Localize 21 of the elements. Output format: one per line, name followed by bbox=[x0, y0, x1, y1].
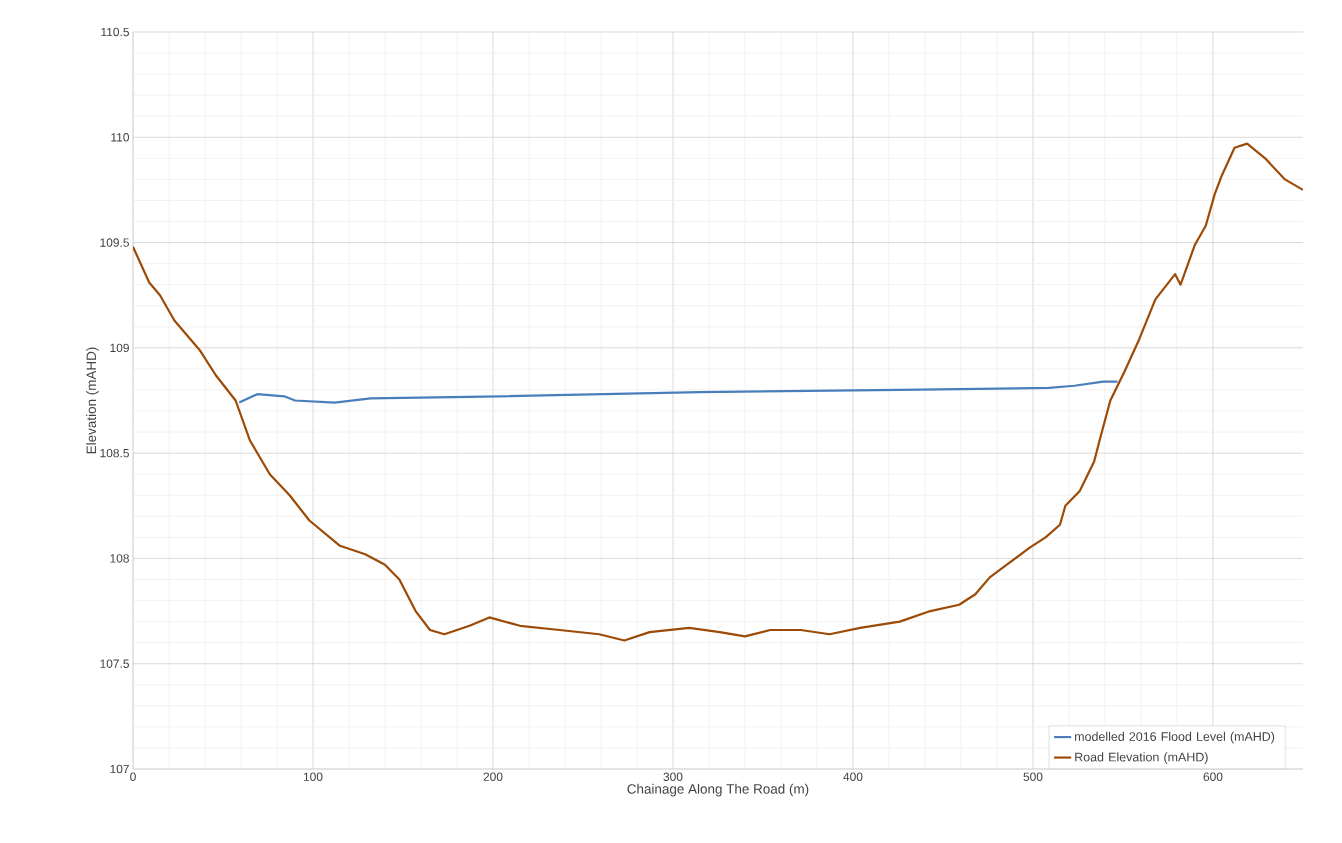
x-tick-label: 200 bbox=[483, 772, 503, 781]
x-tick-label: 600 bbox=[1203, 772, 1223, 781]
x-axis-title: Chainage Along The Road (m) bbox=[627, 783, 809, 797]
x-tick-label: 400 bbox=[843, 772, 863, 781]
y-tick-label: 109 bbox=[110, 343, 129, 353]
x-tick-label: 500 bbox=[1023, 772, 1043, 781]
line-series bbox=[238, 380, 1119, 404]
x-tick-label: 300 bbox=[663, 772, 683, 781]
y-tick-label: 110 bbox=[111, 133, 130, 142]
y-tick-label: 108.5 bbox=[100, 448, 129, 458]
y-tick-label: 108 bbox=[110, 554, 129, 563]
legend-label: modelled 2016 Flood Level (mAHD) bbox=[1075, 731, 1275, 744]
x-tick-label: 100 bbox=[303, 772, 323, 781]
y-axis-title: Elevation (mAHD) bbox=[86, 347, 99, 454]
y-tick-label: 107 bbox=[110, 764, 129, 774]
x-tick-label: 0 bbox=[130, 772, 136, 781]
legend-label: Road Elevation (mAHD) bbox=[1075, 752, 1208, 764]
y-tick-label: 109.5 bbox=[100, 238, 129, 247]
y-tick-label: 110.5 bbox=[101, 27, 129, 37]
y-tick-label: 107.5 bbox=[100, 659, 129, 668]
line-series bbox=[133, 142, 1303, 642]
